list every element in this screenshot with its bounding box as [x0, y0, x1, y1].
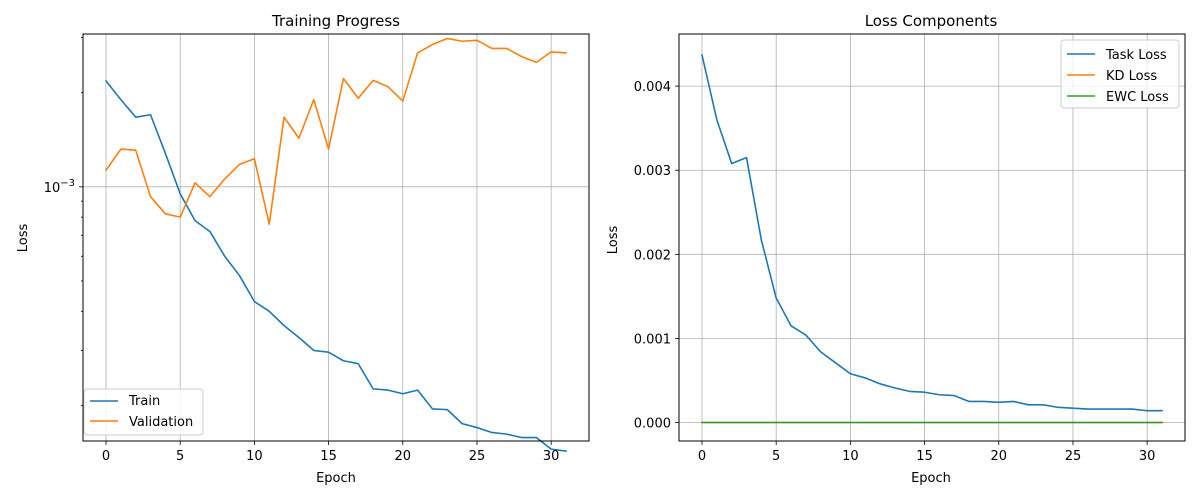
loss-components-x-tick-label: 0 [698, 449, 706, 464]
train-line [104, 79, 567, 452]
task-loss-line [701, 54, 1163, 412]
training-progress-y-tick-label: 10−3 [44, 178, 75, 196]
validation-legend-label: Validation [129, 415, 193, 430]
validation-line [104, 37, 567, 225]
training-progress-panel: 0 5 10 15 20 25 30 10−3 Training Progress Epoc… [16, 12, 590, 486]
loss-components-y-tick-label: 0.000 [634, 417, 671, 432]
training-progress-x-tick-label: 25 [469, 449, 486, 464]
loss-components-x-axis-label: Epoch [911, 471, 951, 486]
loss-components-title: Loss Components [865, 12, 998, 30]
training-progress-y-axis-label: Loss [16, 224, 31, 253]
loss-components-panel: 0 5 10 15 20 25 30 0.000 0.001 0.002 0.003 0.004 L… [606, 12, 1186, 486]
loss-components-x-tick-label: 30 [1139, 449, 1156, 464]
training-progress-title: Training Progress [271, 12, 400, 30]
training-progress-grid [83, 34, 589, 441]
training-progress-legend: Train Validation [83, 388, 204, 436]
loss-components-x-tick-label: 5 [772, 449, 780, 464]
kd-loss-legend-label: KD Loss [1106, 69, 1157, 84]
loss-components-y-axis-label: Loss [606, 226, 621, 255]
loss-components-x-tick-label: 10 [842, 449, 859, 464]
task-loss-legend-label: Task Loss [1105, 48, 1167, 63]
training-progress-x-axis-label: Epoch [316, 471, 356, 486]
loss-components-legend: Task Loss KD Loss EWC Loss [1060, 39, 1180, 109]
loss-components-y-tick-label: 0.003 [634, 164, 671, 179]
training-progress-x-tick-label: 15 [320, 449, 337, 464]
loss-components-series [701, 54, 1163, 424]
training-progress-x-tick-label: 20 [394, 449, 411, 464]
loss-components-legend-box [1060, 39, 1180, 109]
train-legend-label: Train [128, 394, 160, 409]
training-progress-y-ticks: 10−3 [44, 37, 83, 406]
loss-components-x-tick-label: 25 [1065, 449, 1082, 464]
loss-components-x-tick-label: 20 [990, 449, 1007, 464]
loss-components-x-tick-label: 15 [916, 449, 933, 464]
training-progress-x-tick-label: 30 [543, 449, 560, 464]
loss-components-y-tick-label: 0.002 [634, 248, 671, 263]
ewc-loss-legend-label: EWC Loss [1106, 90, 1169, 105]
loss-components-y-tick-label: 0.004 [634, 80, 671, 95]
training-progress-axes-frame [82, 33, 590, 442]
training-progress-x-tick-label: 0 [102, 449, 110, 464]
loss-components-y-tick-label: 0.001 [634, 332, 671, 347]
training-progress-x-tick-label: 5 [176, 449, 184, 464]
loss-components-y-ticks: 0.000 0.001 0.002 0.003 0.004 [634, 80, 679, 432]
training-progress-x-ticks: 0 5 10 15 20 25 30 [102, 441, 560, 464]
training-progress-x-tick-label: 10 [246, 449, 263, 464]
loss-components-x-ticks: 0 5 10 15 20 25 30 [698, 441, 1156, 464]
training-progress-series [104, 37, 567, 452]
loss-components-axes-frame [678, 33, 1186, 442]
